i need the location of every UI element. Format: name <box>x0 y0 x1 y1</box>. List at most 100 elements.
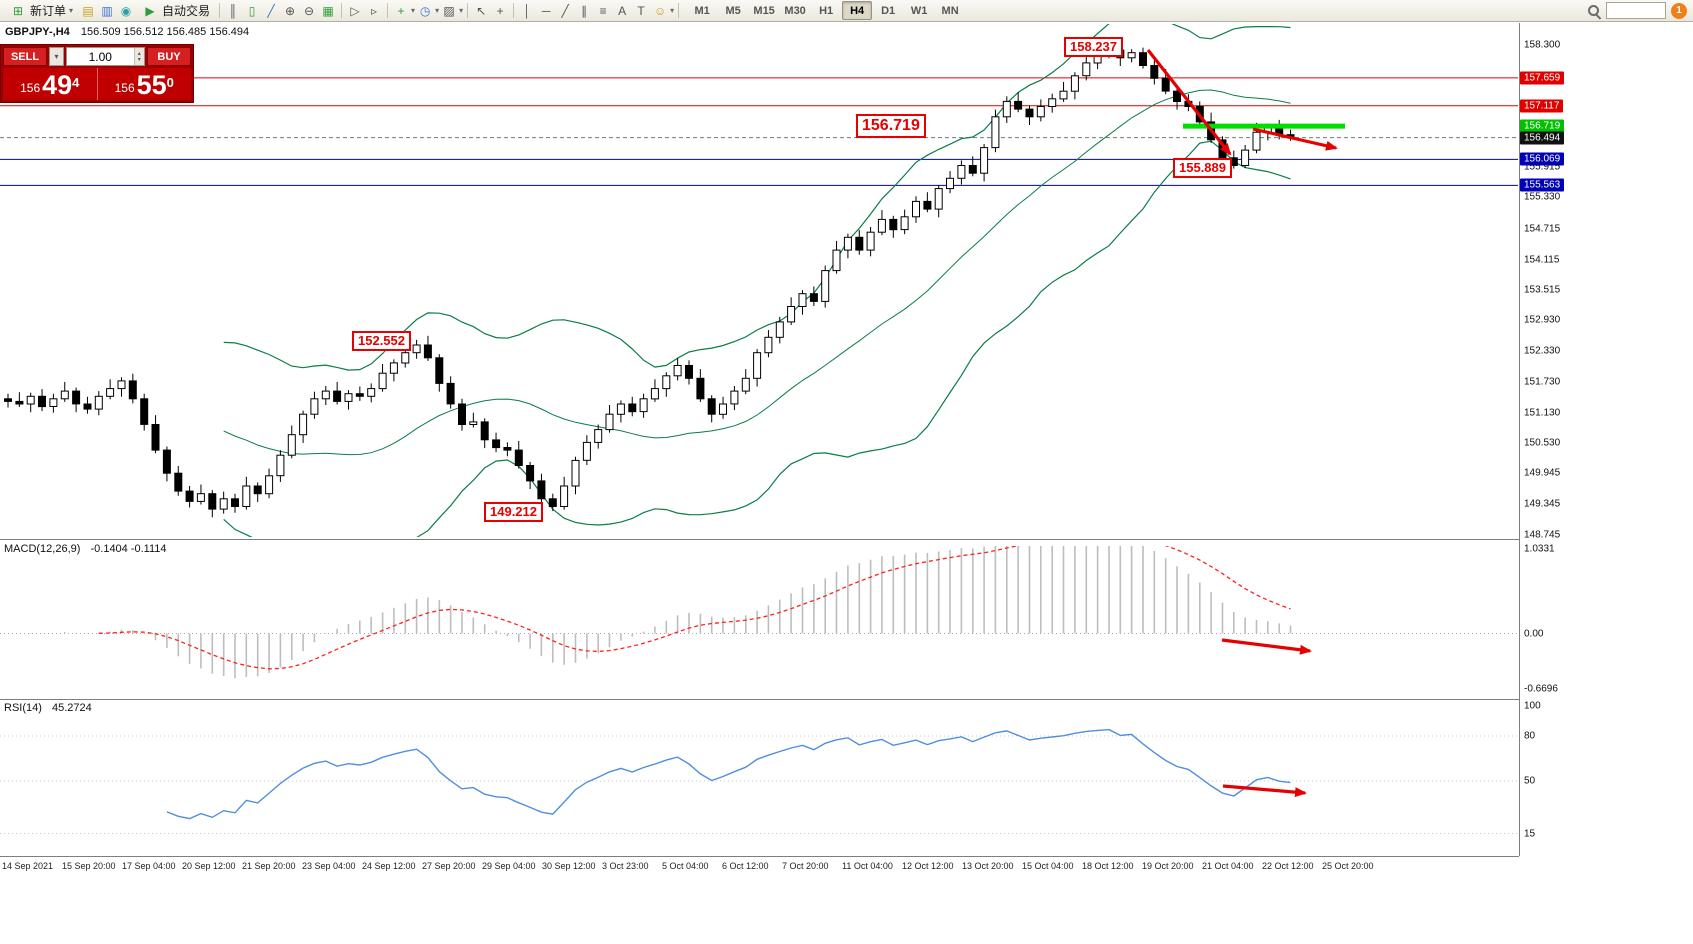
notification-badge[interactable]: 1 <box>1671 2 1687 19</box>
zoom-in-icon[interactable]: ⊕ <box>285 3 296 18</box>
macd-indicator-label: MACD(12,26,9) -0.1404 -0.1114 <box>4 543 167 555</box>
volume-input[interactable] <box>67 48 134 65</box>
trend-arrow <box>1222 784 1307 798</box>
trend-arrow <box>1221 638 1312 655</box>
price-tag: 157.659 <box>1520 71 1565 85</box>
crosshair-icon[interactable]: + <box>496 3 504 18</box>
auto-trading-button[interactable]: ▶ 自动交易 <box>136 1 215 21</box>
volume-increase-button[interactable]: ▴ <box>137 50 141 57</box>
order-options-dropdown[interactable]: ▾ <box>49 47 64 66</box>
timeframe-button-H1[interactable]: H1 <box>819 4 834 17</box>
periods-icon[interactable]: ◷ <box>419 3 431 18</box>
timeframe-button-D1[interactable]: D1 <box>881 4 896 17</box>
chevron-down-icon: ▾ <box>670 6 675 15</box>
time-axis-label: 14 Sep 2021 <box>2 861 54 871</box>
time-axis-label: 21 Sep 20:00 <box>242 861 296 871</box>
rsi-name: RSI(14) <box>4 702 42 714</box>
time-axis-label: 19 Oct 20:00 <box>1142 861 1194 871</box>
buy-button[interactable]: BUY <box>147 47 191 66</box>
toolbar-right-group: 1 <box>1587 2 1689 19</box>
zoom-out-icon[interactable]: ⊖ <box>304 3 315 18</box>
templates-icon[interactable]: ▨ <box>443 3 455 18</box>
sell-button[interactable]: SELL <box>3 47 47 66</box>
bar-chart-icon[interactable]: ║ <box>228 3 238 18</box>
channel-icon[interactable]: ∥ <box>581 3 588 18</box>
time-axis-label: 13 Oct 20:00 <box>962 861 1014 871</box>
macd-name: MACD(12,26,9) <box>4 543 81 555</box>
price-axis-label: 100 <box>1524 700 1541 712</box>
timeframe-button-H4[interactable]: H4 <box>842 1 873 20</box>
price-axis-label: 150.530 <box>1524 437 1561 449</box>
sell-price-button[interactable]: 156 49 4 <box>3 68 97 100</box>
buy-price-pip: 0 <box>166 75 174 90</box>
timeframe-button-MN[interactable]: MN <box>941 4 959 17</box>
time-axis-label: 25 Oct 20:00 <box>1322 861 1374 871</box>
price-axis-label: -0.6696 <box>1524 683 1558 695</box>
time-axis-label: 27 Sep 20:00 <box>422 861 476 871</box>
price-axis-label: 151.130 <box>1524 407 1561 419</box>
time-axis-label: 29 Sep 04:00 <box>482 861 536 871</box>
panel-separator <box>0 856 1519 857</box>
toolbar-separator <box>513 3 515 18</box>
market-watch-icon[interactable]: ▤ <box>82 3 94 18</box>
price-axis-label: 50 <box>1524 775 1536 787</box>
candlestick-chart-icon[interactable]: ▯ <box>248 3 256 18</box>
symbol-info: GBPJPY-,H4 156.509 156.512 156.485 156.4… <box>5 26 256 38</box>
price-callout[interactable]: 158.237 <box>1064 37 1123 58</box>
panel-separator[interactable] <box>0 699 1519 700</box>
price-tag: 155.563 <box>1520 178 1565 192</box>
chart-shift-icon[interactable]: ▹ <box>371 3 378 18</box>
chevron-down-icon: ▾ <box>459 6 464 15</box>
line-chart-icon[interactable]: ╱ <box>267 3 275 18</box>
vertical-line-icon[interactable]: │ <box>523 3 531 18</box>
indicators-icon[interactable]: + <box>397 3 405 18</box>
price-callout[interactable]: 149.212 <box>484 502 543 523</box>
time-axis-label: 30 Sep 12:00 <box>542 861 596 871</box>
price-callout[interactable]: 152.552 <box>352 331 411 352</box>
price-callout[interactable]: 155.889 <box>1173 158 1232 179</box>
toolbar-separator <box>219 3 221 18</box>
price-callout[interactable]: 156.719 <box>856 114 926 138</box>
auto-scroll-icon[interactable]: ▷ <box>350 3 360 18</box>
tile-windows-icon[interactable]: ▦ <box>322 3 334 18</box>
price-axis-label: 15 <box>1524 828 1536 839</box>
price-axis-label: 152.930 <box>1524 314 1561 326</box>
text-label-icon[interactable]: T <box>637 3 645 18</box>
data-window-icon[interactable]: ▥ <box>101 3 113 18</box>
macd-values: -0.1404 -0.1114 <box>90 543 167 555</box>
candlesticks <box>4 46 1295 518</box>
timeframe-button-M15[interactable]: M15 <box>753 4 775 17</box>
price-axis-label: 154.115 <box>1524 254 1560 266</box>
cursor-icon[interactable]: ↖ <box>476 3 487 18</box>
timeframe-button-M1[interactable]: M1 <box>694 4 710 17</box>
price-axis-label: 148.745 <box>1524 529 1561 541</box>
volume-decrease-button[interactable]: ▾ <box>137 56 141 63</box>
navigator-icon[interactable]: ◉ <box>120 3 132 18</box>
price-axis-label: 153.515 <box>1524 284 1561 296</box>
timeframe-button-W1[interactable]: W1 <box>910 4 928 17</box>
timeframe-button-M30[interactable]: M30 <box>784 4 806 17</box>
toolbar-separator <box>341 3 343 18</box>
search-icon[interactable] <box>1587 4 1601 18</box>
timeframe-button-M5[interactable]: M5 <box>725 4 741 17</box>
bollinger-lower <box>223 140 1291 537</box>
buy-price-prefix: 156 <box>114 81 135 95</box>
horizontal-line-icon[interactable]: ─ <box>541 3 551 18</box>
chevron-down-icon: ▾ <box>411 6 416 15</box>
text-icon[interactable]: A <box>618 3 627 18</box>
search-input[interactable] <box>1606 2 1666 19</box>
toolbar-separator <box>387 3 389 18</box>
price-tag: 156.069 <box>1520 152 1565 166</box>
fibonacci-icon[interactable]: ≡ <box>599 3 607 18</box>
time-axis-label: 11 Oct 04:00 <box>842 861 893 871</box>
toolbar-separator <box>467 3 469 18</box>
buy-price-button[interactable]: 156 55 0 <box>98 68 192 100</box>
trendline-icon[interactable]: ╱ <box>561 3 569 18</box>
price-tag: 156.494 <box>1520 131 1565 145</box>
new-order-button[interactable]: ⊞ 新订单 ▾ <box>4 1 78 21</box>
panel-separator[interactable] <box>0 539 1519 540</box>
arrows-tool-icon[interactable]: ☺ <box>653 3 667 18</box>
ohlc-values-label: 156.509 156.512 156.485 156.494 <box>80 26 250 38</box>
price-axis-label: 1.0331 <box>1524 543 1555 555</box>
